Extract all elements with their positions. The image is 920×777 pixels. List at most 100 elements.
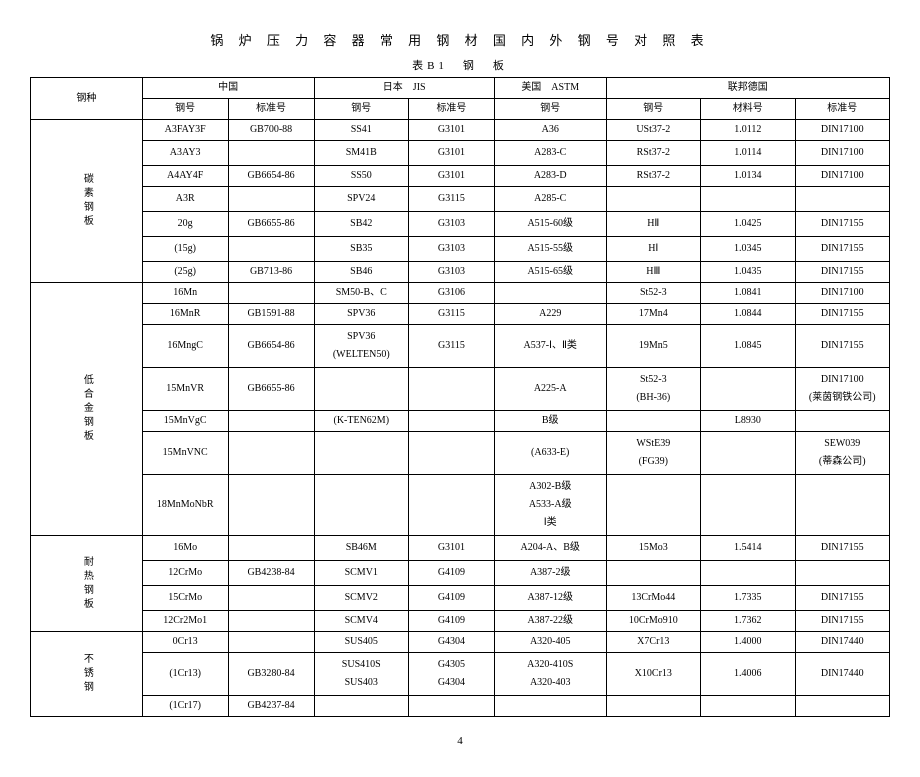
cell: 1.0134 (701, 166, 795, 187)
th-std: 标准号 (228, 99, 314, 120)
cell: GB4238-84 (228, 561, 314, 586)
cell (228, 586, 314, 611)
cell (409, 368, 495, 411)
cell (606, 411, 700, 432)
cell (409, 475, 495, 536)
cell (228, 187, 314, 212)
th-china: 中国 (142, 78, 314, 99)
cell: A229 (494, 304, 606, 325)
cell: 16MnR (142, 304, 228, 325)
cell: 20g (142, 212, 228, 237)
cell: A283-C (494, 141, 606, 166)
cell: 1.0112 (701, 120, 795, 141)
cell: DIN17155 (795, 262, 889, 283)
cell: USt37-2 (606, 120, 700, 141)
cell: 1.0844 (701, 304, 795, 325)
comparison-table: 钢种 中国 日本 JIS 美国 ASTM 联邦德国 钢号 标准号 钢号 标准号 … (30, 77, 890, 717)
cell: G3101 (409, 120, 495, 141)
cell: GB6655-86 (228, 212, 314, 237)
cell: SCMV4 (314, 611, 408, 632)
cell: 1.0425 (701, 212, 795, 237)
cell: G3115 (409, 187, 495, 212)
cell: 16MngC (142, 325, 228, 368)
th-grade: 钢号 (606, 99, 700, 120)
cell: GB713-86 (228, 262, 314, 283)
cell (795, 696, 889, 717)
cell: A515-55级 (494, 237, 606, 262)
cell: DIN17100(莱茵钢铁公司) (795, 368, 889, 411)
cell: DIN17155 (795, 212, 889, 237)
cell: GB6654-86 (228, 325, 314, 368)
cell (701, 561, 795, 586)
th-grade: 钢号 (494, 99, 606, 120)
cell (314, 475, 408, 536)
cell: 17Mn4 (606, 304, 700, 325)
cell: DIN17100 (795, 166, 889, 187)
cell: 1.0841 (701, 283, 795, 304)
cell (795, 561, 889, 586)
cell (701, 432, 795, 475)
cell: SS50 (314, 166, 408, 187)
th-japan: 日本 JIS (314, 78, 494, 99)
cell: G4109 (409, 586, 495, 611)
cell: DIN17440 (795, 632, 889, 653)
cell: 1.0345 (701, 237, 795, 262)
cell: X7Cr13 (606, 632, 700, 653)
cell: G4304 (409, 632, 495, 653)
cell (314, 696, 408, 717)
cell: (K-TEN62M) (314, 411, 408, 432)
cell: 1.5414 (701, 536, 795, 561)
cell: GB6655-86 (228, 368, 314, 411)
cell: DIN17440 (795, 653, 889, 696)
cell: SPV36 (314, 304, 408, 325)
cell: SB42 (314, 212, 408, 237)
cell: 1.0845 (701, 325, 795, 368)
cell (228, 283, 314, 304)
cell: SM41B (314, 141, 408, 166)
cell: A387-22级 (494, 611, 606, 632)
cell (314, 368, 408, 411)
cell: RSt37-2 (606, 166, 700, 187)
cell: (1Cr13) (142, 653, 228, 696)
cell (795, 475, 889, 536)
cell: DIN17155 (795, 304, 889, 325)
cell: 13CrMo44 (606, 586, 700, 611)
cell: X10Cr13 (606, 653, 700, 696)
cell: GB6654-86 (228, 166, 314, 187)
cell (701, 187, 795, 212)
cell: DIN17100 (795, 120, 889, 141)
cell (701, 475, 795, 536)
cell: G3115 (409, 325, 495, 368)
cell: SPV24 (314, 187, 408, 212)
cell: G3101 (409, 536, 495, 561)
cell: (25g) (142, 262, 228, 283)
cell: A515-60级 (494, 212, 606, 237)
cell: (A633-E) (494, 432, 606, 475)
cell: 15MnVR (142, 368, 228, 411)
cell: A387-12级 (494, 586, 606, 611)
cell: DIN17155 (795, 325, 889, 368)
cell: A225-A (494, 368, 606, 411)
cell: G4109 (409, 561, 495, 586)
cell: DIN17100 (795, 283, 889, 304)
cell: 19Mn5 (606, 325, 700, 368)
cell (606, 187, 700, 212)
cell: SUS405 (314, 632, 408, 653)
cell: RSt37-2 (606, 141, 700, 166)
th-std: 标准号 (795, 99, 889, 120)
th-grade: 钢号 (314, 99, 408, 120)
cell: 12Cr2Mo1 (142, 611, 228, 632)
cell: GB700-88 (228, 120, 314, 141)
cell (228, 632, 314, 653)
cell: SCMV2 (314, 586, 408, 611)
cell: 16Mo (142, 536, 228, 561)
cell: SS41 (314, 120, 408, 141)
cell (494, 696, 606, 717)
cell: G3101 (409, 141, 495, 166)
th-grade: 钢号 (142, 99, 228, 120)
cell: A283-D (494, 166, 606, 187)
cell: G3101 (409, 166, 495, 187)
cell: A537-Ⅰ、Ⅱ类 (494, 325, 606, 368)
cell: 18MnMoNbR (142, 475, 228, 536)
cell: 10CrMo910 (606, 611, 700, 632)
